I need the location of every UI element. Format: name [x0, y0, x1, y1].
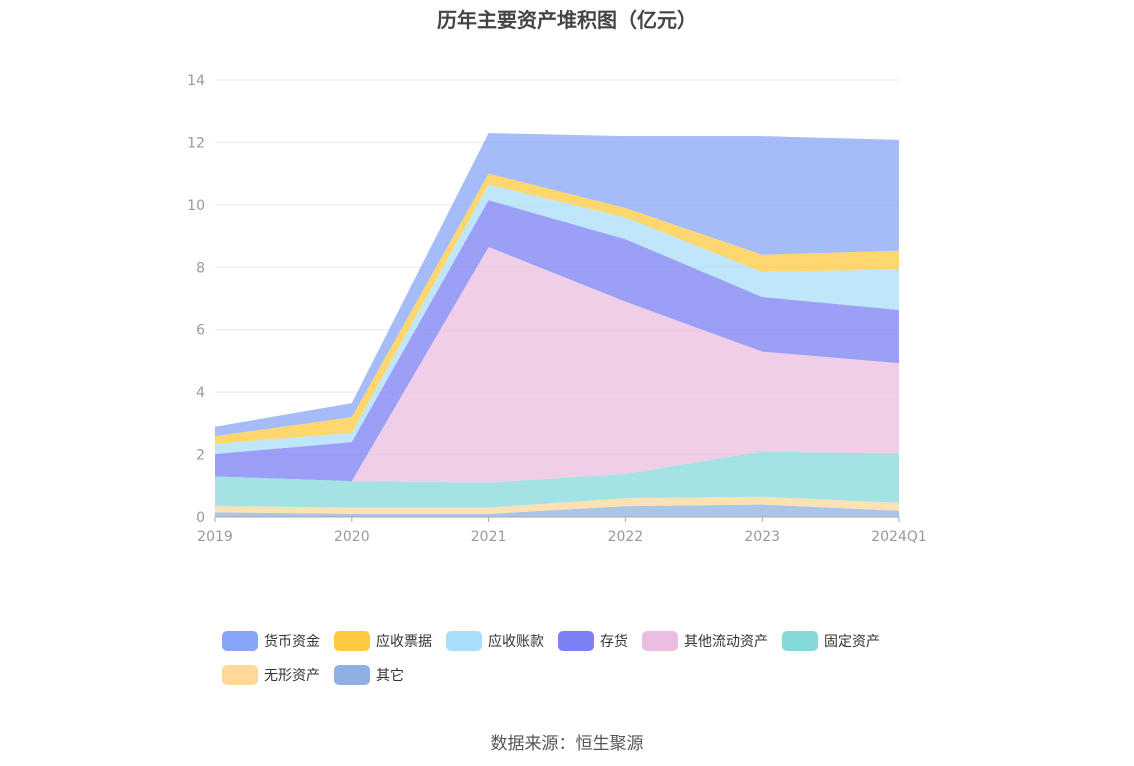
- legend-item[interactable]: 无形资产: [222, 664, 320, 686]
- area-series-1[interactable]: [215, 496, 899, 514]
- stacked-area-chart: 0 2 4 6 8 10 12 14 2019 2020 2021 2022 2023 2024Q1: [187, 73, 927, 545]
- y-tick-label: 10: [187, 198, 205, 214]
- data-source: 数据来源：恒生聚源: [490, 734, 644, 754]
- legend-label: 固定资产: [824, 634, 880, 650]
- area-series-0[interactable]: [215, 504, 899, 517]
- area-series-3[interactable]: [215, 246, 899, 483]
- legend-label: 无形资产: [264, 668, 320, 684]
- legend-label: 应收账款: [488, 634, 544, 650]
- area-series-4[interactable]: [215, 200, 899, 482]
- legend-label: 其它: [376, 668, 404, 684]
- y-tick-label: 14: [187, 73, 205, 89]
- y-tick-label: 6: [196, 323, 205, 339]
- y-tick-label: 2: [196, 448, 205, 464]
- legend-item[interactable]: 货币资金: [222, 630, 320, 652]
- y-tick-label: 12: [187, 135, 205, 151]
- area-series: [215, 133, 899, 517]
- y-tick-label: 0: [196, 510, 205, 526]
- x-tick-label: 2020: [334, 529, 370, 545]
- legend-swatch: [642, 631, 678, 651]
- x-tick-label: 2024Q1: [871, 529, 927, 545]
- area-series-7[interactable]: [215, 133, 899, 437]
- y-tick-label: 8: [196, 260, 205, 276]
- chart-title: 历年主要资产堆积图（亿元）: [437, 8, 697, 32]
- y-tick-label: 4: [196, 385, 205, 401]
- legend-label: 其他流动资产: [684, 634, 768, 650]
- axes: 0 2 4 6 8 10 12 14 2019 2020 2021 2022 2023 2024Q1: [187, 73, 927, 545]
- x-tick-label: 2023: [744, 529, 780, 545]
- x-tick-label: 2019: [197, 529, 233, 545]
- x-tick-label: 2021: [471, 529, 507, 545]
- legend-swatch: [222, 631, 258, 651]
- area-series-2[interactable]: [215, 451, 899, 508]
- legend-item[interactable]: 存货: [558, 630, 628, 652]
- legend-item[interactable]: 应收票据: [334, 630, 432, 652]
- legend-swatch: [782, 631, 818, 651]
- legend-item[interactable]: 其它: [334, 664, 404, 686]
- legend-swatch: [446, 631, 482, 651]
- legend-item[interactable]: 固定资产: [782, 630, 880, 652]
- legend-swatch: [558, 631, 594, 651]
- legend-swatch: [334, 665, 370, 685]
- legend-item[interactable]: 应收账款: [446, 630, 544, 652]
- legend-item[interactable]: 其他流动资产: [642, 630, 768, 652]
- legend: 货币资金 应收票据 应收账款 存货 其他流动资产 固定资产无形资产 其它: [222, 630, 942, 686]
- legend-swatch: [334, 631, 370, 651]
- legend-label: 存货: [600, 634, 628, 650]
- legend-label: 货币资金: [264, 634, 320, 650]
- legend-label: 应收票据: [376, 634, 432, 650]
- legend-swatch: [222, 665, 258, 685]
- x-tick-label: 2022: [608, 529, 644, 545]
